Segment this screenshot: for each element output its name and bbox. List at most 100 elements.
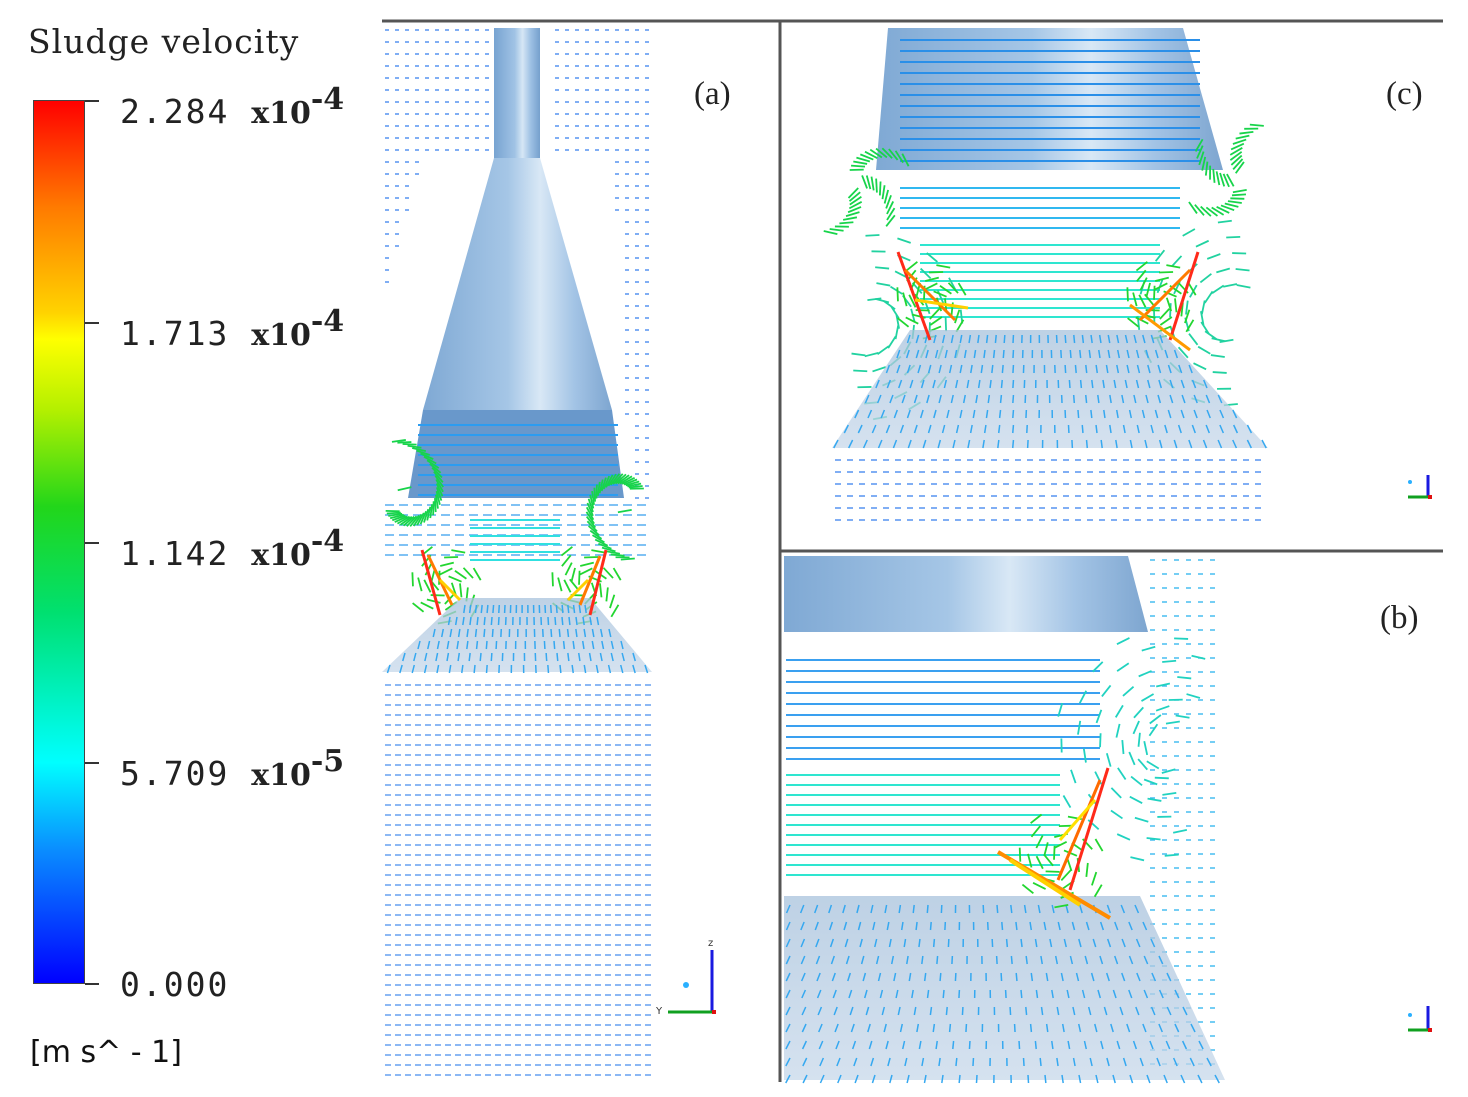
velocity-vector xyxy=(899,1023,904,1033)
velocity-vector xyxy=(1217,394,1223,404)
velocity-vector xyxy=(991,364,994,374)
velocity-vector xyxy=(436,664,440,674)
velocity-vector xyxy=(898,904,902,914)
velocity-vector xyxy=(901,394,906,404)
velocity-vector xyxy=(959,334,963,344)
velocity-vector xyxy=(1180,1074,1186,1084)
svg-text:z: z xyxy=(708,938,713,949)
velocity-vector xyxy=(1150,938,1156,948)
velocity-vector xyxy=(867,297,882,302)
velocity-vector xyxy=(924,334,928,344)
velocity-vector xyxy=(610,473,621,486)
velocity-vector xyxy=(610,553,625,557)
velocity-vector xyxy=(889,394,894,404)
velocity-vector xyxy=(785,904,791,914)
velocity-vector xyxy=(1164,853,1179,857)
velocity-vector xyxy=(872,366,887,373)
velocity-vector xyxy=(845,211,860,217)
velocity-vector xyxy=(1156,1057,1161,1067)
velocity-vector xyxy=(591,640,595,650)
velocity-vector xyxy=(402,515,415,527)
velocity-vector xyxy=(1180,409,1185,419)
velocity-vector xyxy=(925,349,929,359)
velocity-vector xyxy=(1114,704,1124,718)
velocity-vector xyxy=(1081,424,1084,434)
velocity-vector xyxy=(1037,904,1041,914)
velocity-vector xyxy=(862,972,867,982)
velocity-vector xyxy=(1065,904,1069,914)
velocity-vector xyxy=(975,1074,978,1084)
velocity-vector xyxy=(1194,138,1204,152)
velocity-vector xyxy=(881,147,893,159)
velocity-vector xyxy=(829,938,835,948)
velocity-vector xyxy=(1139,277,1148,291)
velocity-vector xyxy=(1135,349,1140,359)
velocity-vector xyxy=(946,409,950,419)
velocity-vector xyxy=(880,409,886,419)
velocity-vector xyxy=(1142,921,1148,931)
velocity-vector xyxy=(1045,1023,1049,1033)
velocity-vector xyxy=(936,955,939,965)
velocity-vector xyxy=(1126,364,1130,374)
velocity-vector xyxy=(567,604,570,614)
axis-triad-c xyxy=(1408,475,1432,499)
colorbar xyxy=(33,100,85,984)
velocity-vector xyxy=(1217,219,1232,224)
colorbar-tick xyxy=(85,762,99,764)
velocity-vector xyxy=(785,938,791,948)
velocity-vector xyxy=(1216,267,1231,274)
velocity-vector xyxy=(1187,282,1197,296)
velocity-vector xyxy=(1189,1057,1195,1067)
velocity-vector xyxy=(954,349,958,359)
velocity-vector xyxy=(1235,134,1250,140)
velocity-vector xyxy=(1105,972,1110,982)
velocity-vector xyxy=(1012,394,1015,404)
tick-label-max: 2.284 x10-4 xyxy=(120,82,345,131)
velocity-vector xyxy=(1135,379,1140,389)
velocity-vector xyxy=(448,575,462,583)
velocity-vector xyxy=(913,424,918,434)
velocity-vector xyxy=(433,471,444,483)
velocity-vector xyxy=(607,473,617,487)
velocity-vector xyxy=(1001,364,1004,374)
velocity-vector xyxy=(485,664,488,674)
velocity-vector xyxy=(1169,394,1174,404)
velocity-vector xyxy=(589,616,593,626)
svg-text:Y: Y xyxy=(655,1006,663,1017)
velocity-vector xyxy=(938,1057,941,1067)
velocity-vector xyxy=(586,502,594,517)
velocity-vector xyxy=(939,972,942,982)
velocity-vector xyxy=(996,904,999,914)
velocity-vector xyxy=(1002,349,1005,359)
velocity-vector xyxy=(474,604,478,614)
velocity-vector xyxy=(1071,921,1076,931)
velocity-vector xyxy=(601,546,616,553)
velocity-vector xyxy=(1144,439,1148,449)
velocity-vector xyxy=(945,1006,948,1016)
velocity-vector xyxy=(785,955,791,965)
velocity-vector xyxy=(848,989,853,999)
velocity-vector xyxy=(895,989,899,999)
velocity-vector xyxy=(877,972,882,982)
velocity-vector xyxy=(848,200,863,210)
velocity-vector xyxy=(602,567,614,579)
velocity-vector xyxy=(598,542,612,550)
velocity-vector xyxy=(589,494,595,509)
velocity-vector xyxy=(997,424,1001,434)
velocity-vector xyxy=(1005,938,1009,948)
velocity-vector xyxy=(1103,1006,1108,1016)
velocity-vector xyxy=(612,473,624,485)
velocity-vector xyxy=(1078,938,1082,948)
velocity-vector xyxy=(904,1057,908,1067)
velocity-vector xyxy=(1034,1040,1037,1050)
velocity-vector xyxy=(875,178,878,193)
velocity-vector xyxy=(623,478,638,486)
velocity-vector xyxy=(555,604,558,614)
velocity-vector xyxy=(1128,989,1133,999)
panel-b: (b) xyxy=(784,556,1432,1084)
velocity-vector xyxy=(457,652,461,662)
velocity-vector xyxy=(864,351,879,358)
velocity-vector xyxy=(1148,723,1159,737)
velocity-vector xyxy=(1085,364,1088,374)
velocity-vector xyxy=(1109,394,1112,404)
